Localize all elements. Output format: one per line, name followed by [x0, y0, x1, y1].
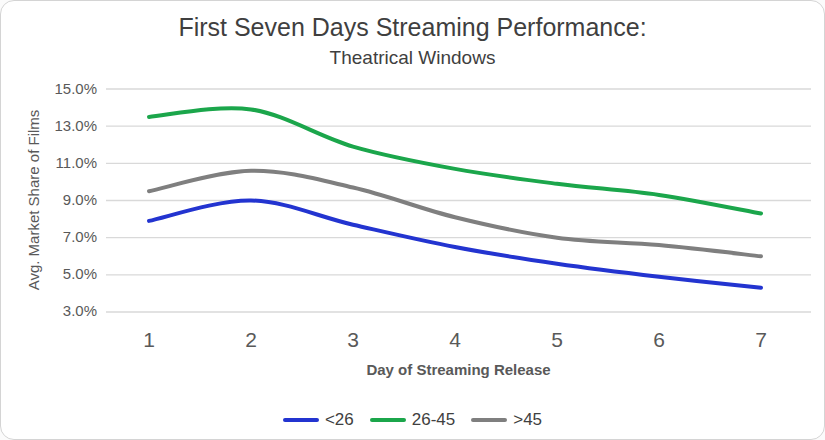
legend-line-swatch-blue	[283, 418, 319, 422]
x-tick-label: 5	[527, 328, 587, 352]
legend-item-under26: <26	[283, 410, 354, 430]
legend-label: <26	[325, 410, 354, 430]
x-axis-title: Day of Streaming Release	[106, 361, 811, 378]
series-line-26-45	[149, 108, 761, 213]
x-tick-label: 1	[119, 328, 179, 352]
legend: <26 26-45 >45	[1, 410, 824, 430]
legend-line-swatch-green	[370, 418, 406, 422]
x-tick-label: 4	[425, 328, 485, 352]
chart-card: First Seven Days Streaming Performance: …	[0, 0, 825, 440]
legend-item-over45: >45	[471, 410, 542, 430]
x-tick-label: 7	[731, 328, 791, 352]
legend-label: 26-45	[412, 410, 455, 430]
legend-label: >45	[513, 410, 542, 430]
legend-line-swatch-gray	[471, 418, 507, 422]
legend-item-26-45: 26-45	[370, 410, 455, 430]
series-line->45	[149, 171, 761, 257]
x-tick-label: 3	[323, 328, 383, 352]
x-tick-label: 2	[221, 328, 281, 352]
x-tick-label: 6	[629, 328, 689, 352]
